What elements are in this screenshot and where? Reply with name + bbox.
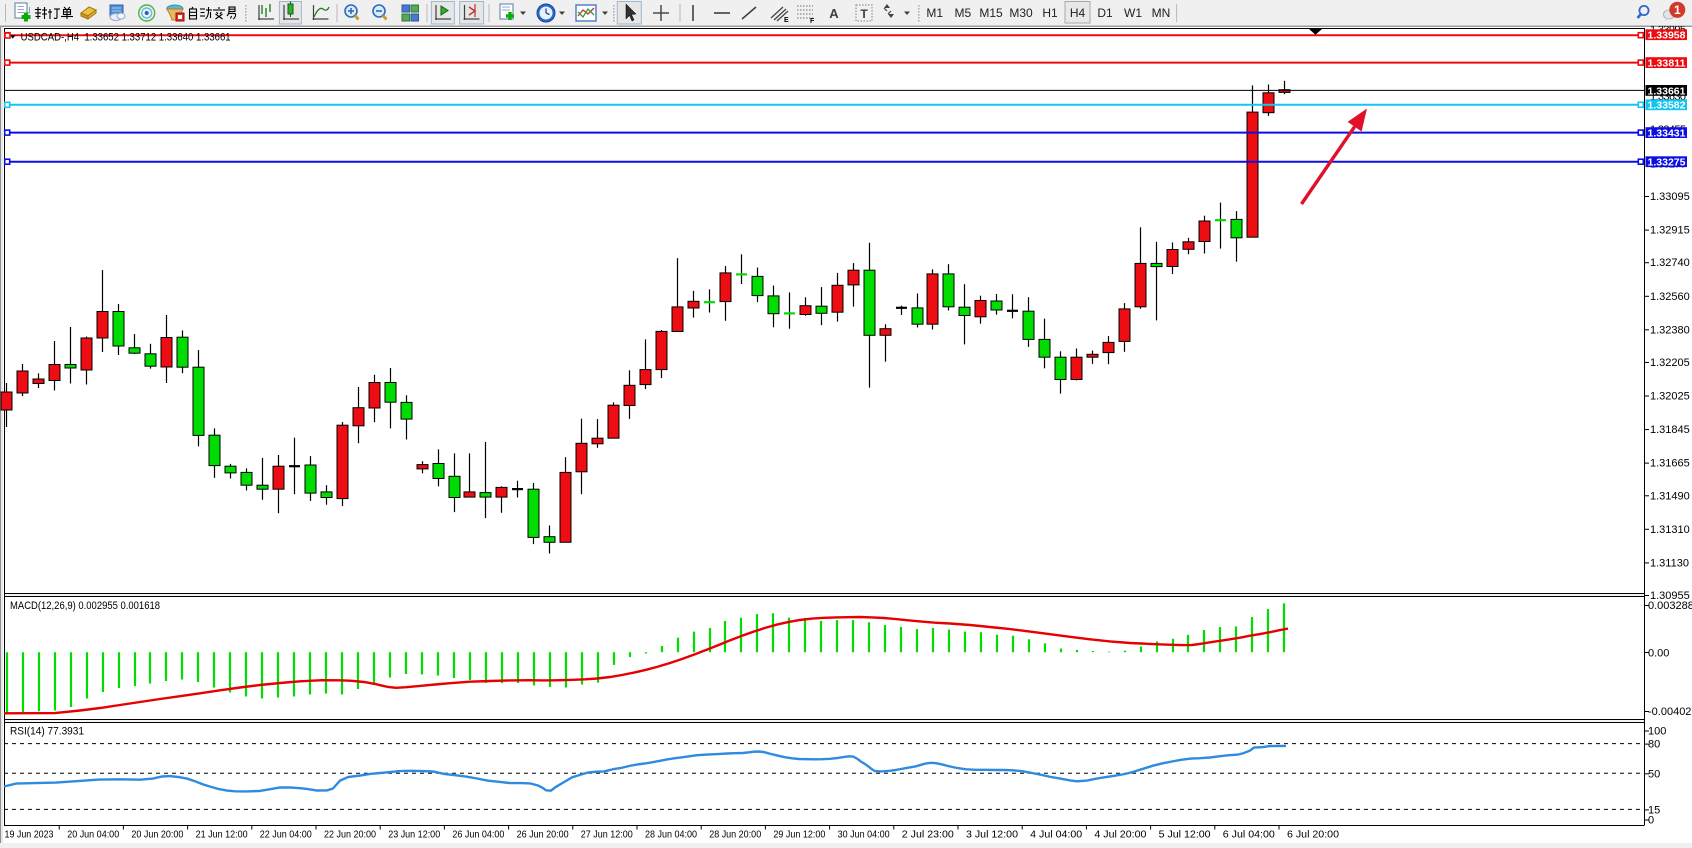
svg-text:80: 80 — [1648, 739, 1660, 751]
svg-text:1.32205: 1.32205 — [1650, 357, 1690, 369]
svg-text:26 Jun 20:00: 26 Jun 20:00 — [517, 828, 569, 840]
svg-text:1.33958: 1.33958 — [1648, 30, 1686, 42]
svg-text:1.33095: 1.33095 — [1650, 191, 1690, 203]
svg-text:T: T — [860, 7, 868, 21]
svg-text:15: 15 — [1648, 804, 1660, 816]
svg-text:20 Jun 04:00: 20 Jun 04:00 — [67, 828, 119, 840]
svg-text:22 Jun 04:00: 22 Jun 04:00 — [260, 828, 312, 840]
svg-text:USDCAD-,H4 1.33652 1.33712 1.: USDCAD-,H4 1.33652 1.33712 1.33640 1.336… — [21, 31, 231, 43]
svg-text:1.33811: 1.33811 — [1648, 58, 1686, 70]
svg-text:M1: M1 — [926, 6, 943, 20]
svg-text:3 Jul 12:00: 3 Jul 12:00 — [966, 828, 1018, 840]
svg-text:1.32915: 1.32915 — [1650, 225, 1690, 237]
svg-text:M30: M30 — [1009, 6, 1033, 20]
svg-text:1.33661: 1.33661 — [1648, 85, 1686, 97]
svg-text:50: 50 — [1648, 768, 1660, 780]
svg-text:0.003288: 0.003288 — [1648, 600, 1692, 612]
svg-text:21 Jun 12:00: 21 Jun 12:00 — [196, 828, 248, 840]
svg-text:1.31490: 1.31490 — [1650, 490, 1690, 502]
svg-text:5 Jul 12:00: 5 Jul 12:00 — [1159, 828, 1211, 840]
svg-text:4 Jul 04:00: 4 Jul 04:00 — [1030, 828, 1082, 840]
svg-text:1.30955: 1.30955 — [1650, 590, 1690, 602]
svg-text:29 Jun 12:00: 29 Jun 12:00 — [773, 828, 825, 840]
svg-text:6 Jul 20:00: 6 Jul 20:00 — [1287, 828, 1339, 840]
svg-text:28 Jun 20:00: 28 Jun 20:00 — [709, 828, 761, 840]
svg-text:6 Jul 04:00: 6 Jul 04:00 — [1223, 828, 1275, 840]
svg-text:1.31845: 1.31845 — [1650, 424, 1690, 436]
svg-text:22 Jun 20:00: 22 Jun 20:00 — [324, 828, 376, 840]
svg-text:1.33275: 1.33275 — [1648, 157, 1686, 169]
svg-text:2 Jul 23:00: 2 Jul 23:00 — [902, 828, 954, 840]
svg-text:1.31310: 1.31310 — [1650, 524, 1690, 536]
svg-text:M15: M15 — [979, 6, 1003, 20]
svg-text:W1: W1 — [1124, 6, 1142, 20]
svg-text:23 Jun 12:00: 23 Jun 12:00 — [388, 828, 440, 840]
svg-text:H1: H1 — [1042, 6, 1058, 20]
svg-text:1.32380: 1.32380 — [1650, 324, 1690, 336]
svg-text:D1: D1 — [1097, 6, 1113, 20]
svg-text:-0.004027: -0.004027 — [1648, 706, 1692, 718]
svg-text:M5: M5 — [954, 6, 971, 20]
svg-text:E: E — [784, 17, 789, 24]
svg-text:30 Jun 04:00: 30 Jun 04:00 — [838, 828, 890, 840]
svg-text:19 Jun 2023: 19 Jun 2023 — [5, 828, 54, 840]
svg-text:F: F — [810, 18, 815, 25]
svg-text:0: 0 — [1648, 815, 1654, 827]
svg-text:1: 1 — [1674, 3, 1681, 17]
svg-text:1.33582: 1.33582 — [1648, 100, 1686, 112]
svg-text:27 Jun 12:00: 27 Jun 12:00 — [581, 828, 633, 840]
svg-text:100: 100 — [1648, 726, 1666, 738]
svg-text:28 Jun 04:00: 28 Jun 04:00 — [645, 828, 697, 840]
svg-text:20 Jun 20:00: 20 Jun 20:00 — [131, 828, 183, 840]
svg-text:1.32560: 1.32560 — [1650, 291, 1690, 303]
svg-text:0.00: 0.00 — [1648, 648, 1669, 660]
svg-text:A: A — [829, 6, 839, 21]
svg-text:1.32740: 1.32740 — [1650, 257, 1690, 269]
svg-text:1.31130: 1.31130 — [1650, 557, 1689, 569]
svg-text:MN: MN — [1152, 6, 1171, 20]
svg-text:26 Jun 04:00: 26 Jun 04:00 — [452, 828, 504, 840]
svg-text:4 Jul 20:00: 4 Jul 20:00 — [1094, 828, 1146, 840]
svg-text:1.31665: 1.31665 — [1650, 458, 1690, 470]
svg-text:MACD(12,26,9) 0.002955 0.00161: MACD(12,26,9) 0.002955 0.001618 — [10, 600, 160, 612]
svg-text:H4: H4 — [1070, 6, 1086, 20]
svg-text:RSI(14) 77.3931: RSI(14) 77.3931 — [10, 726, 84, 738]
svg-text:1.32025: 1.32025 — [1650, 391, 1690, 403]
svg-text:1.33431: 1.33431 — [1648, 128, 1686, 140]
